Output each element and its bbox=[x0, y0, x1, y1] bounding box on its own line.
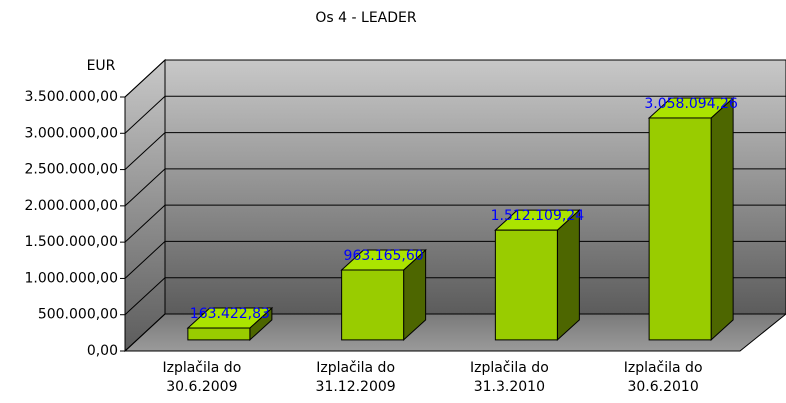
grid-line bbox=[124, 168, 786, 207]
grid-line bbox=[124, 204, 786, 243]
y-tick-label: 1.000.000,00 bbox=[24, 270, 118, 286]
y-axis-label: EUR bbox=[87, 58, 116, 74]
data-label: 3.058.094,26 bbox=[644, 96, 738, 112]
grid-line bbox=[124, 132, 786, 170]
y-tick-label: 500.000,00 bbox=[38, 307, 118, 323]
data-label: 163.422,83 bbox=[190, 306, 270, 322]
y-tick-label: 1.500.000,00 bbox=[24, 234, 118, 250]
bar bbox=[187, 327, 251, 341]
x-tick-label: Izplačila do 30.6.2009 bbox=[162, 360, 242, 395]
x-tick-label: Izplačila do 30.6.2010 bbox=[623, 360, 703, 395]
x-tick-label: Izplačila do 31.3.2010 bbox=[469, 360, 549, 395]
chart-title: Os 4 - LEADER bbox=[315, 10, 416, 26]
bar-side bbox=[556, 209, 580, 342]
x-tick-label: Izplačila do 31.12.2009 bbox=[315, 360, 396, 395]
data-label: 963.165,60 bbox=[344, 248, 424, 264]
y-tick-label: 2.000.000,00 bbox=[24, 198, 118, 214]
y-tick-label: 0,00 bbox=[87, 343, 118, 359]
bar bbox=[494, 229, 558, 341]
bar bbox=[648, 117, 712, 341]
grid-line bbox=[124, 95, 786, 134]
side-wall bbox=[124, 58, 166, 353]
y-tick-label: 2.500.000,00 bbox=[24, 162, 118, 178]
bar-side bbox=[710, 96, 734, 342]
y-tick-label: 3.000.000,00 bbox=[24, 125, 118, 141]
y-tick-label: 3.500.000,00 bbox=[24, 89, 118, 105]
grid-line bbox=[124, 59, 786, 98]
bar bbox=[341, 269, 405, 341]
data-label: 1.512.109,24 bbox=[491, 208, 585, 224]
